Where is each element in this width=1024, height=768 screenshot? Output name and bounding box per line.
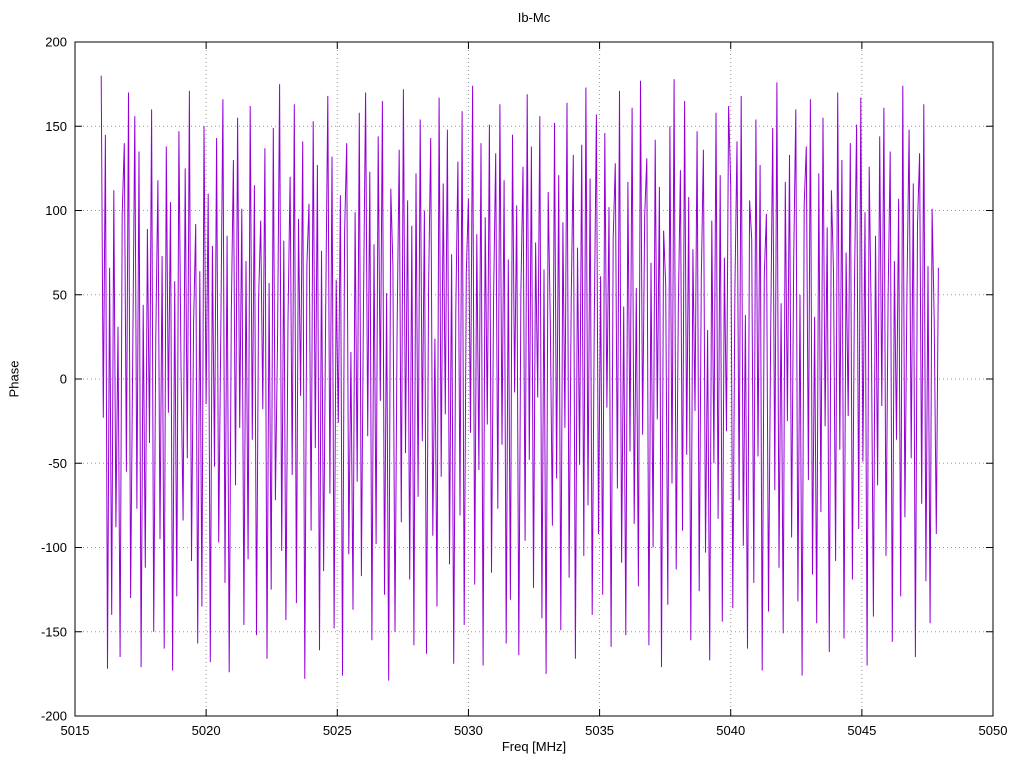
x-tick-label: 5015	[61, 723, 90, 738]
y-tick-label: 50	[53, 287, 67, 302]
y-tick-label: -150	[41, 624, 67, 639]
x-tick-label: 5020	[192, 723, 221, 738]
y-tick-label: 150	[45, 119, 67, 134]
x-tick-label: 5045	[847, 723, 876, 738]
x-tick-label: 5030	[454, 723, 483, 738]
x-axis-label: Freq [MHz]	[501, 739, 567, 754]
x-tick-label: 5025	[323, 723, 352, 738]
chart-title: Ib-Mc	[517, 10, 551, 25]
phase-series-line	[100, 75, 939, 681]
x-tick-label: 5050	[979, 723, 1008, 738]
x-tick-label: 5040	[716, 723, 745, 738]
y-tick-label: 200	[45, 35, 67, 50]
y-tick-label: 0	[60, 372, 67, 387]
y-tick-label: -200	[41, 709, 67, 724]
x-tick-label: 5035	[585, 723, 614, 738]
y-tick-label: -50	[48, 456, 67, 471]
y-tick-label: -100	[41, 540, 67, 555]
y-tick-label: 100	[45, 203, 67, 218]
